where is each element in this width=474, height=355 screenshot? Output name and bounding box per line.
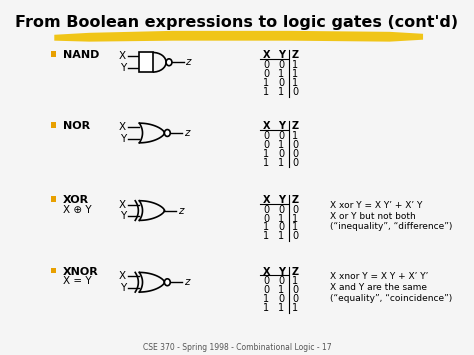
Text: X: X	[263, 267, 270, 277]
Text: X xor Y = X Y’ + X’ Y: X xor Y = X Y’ + X’ Y	[329, 201, 422, 210]
Text: 1: 1	[278, 213, 284, 224]
Bar	[51, 122, 56, 128]
Text: 0: 0	[263, 276, 269, 286]
Text: X: X	[263, 50, 270, 60]
Text: 0: 0	[263, 205, 269, 215]
Text: 1: 1	[278, 87, 284, 97]
Text: 0: 0	[263, 69, 269, 79]
Text: 1: 1	[263, 303, 269, 313]
Text: Y: Y	[120, 283, 126, 293]
Text: 0: 0	[263, 60, 269, 70]
Text: X: X	[263, 121, 270, 131]
Text: X ⊕ Y: X ⊕ Y	[63, 205, 91, 215]
Text: 0: 0	[292, 205, 299, 215]
Text: Z: Z	[292, 50, 299, 60]
Text: 1: 1	[292, 78, 299, 88]
Text: 0: 0	[292, 285, 299, 295]
Text: 1: 1	[278, 285, 284, 295]
Text: 0: 0	[292, 149, 299, 159]
Text: Y: Y	[278, 50, 285, 60]
Text: 0: 0	[278, 60, 284, 70]
Text: X = Y: X = Y	[63, 276, 91, 286]
Circle shape	[166, 59, 172, 66]
Text: 0: 0	[278, 294, 284, 304]
Text: CSE 370 - Spring 1998 - Combinational Logic - 17: CSE 370 - Spring 1998 - Combinational Lo…	[143, 343, 331, 352]
Text: 0: 0	[292, 140, 299, 150]
Text: X xnor Y = X Y + X’ Y’: X xnor Y = X Y + X’ Y’	[329, 272, 428, 282]
Text: (“equality”, “coincidence”): (“equality”, “coincidence”)	[329, 294, 452, 303]
Text: z: z	[185, 57, 191, 67]
Text: 1: 1	[292, 69, 299, 79]
Circle shape	[164, 130, 170, 136]
Text: NOR: NOR	[63, 121, 90, 131]
Text: 1: 1	[263, 222, 269, 232]
Text: 1: 1	[292, 303, 299, 313]
Text: 0: 0	[278, 78, 284, 88]
Text: 1: 1	[263, 231, 269, 241]
Text: (“inequality”, “difference”): (“inequality”, “difference”)	[329, 222, 452, 231]
Text: XOR: XOR	[63, 195, 89, 205]
Text: XNOR: XNOR	[63, 267, 99, 277]
Text: 1: 1	[263, 158, 269, 168]
Text: X: X	[263, 195, 270, 205]
Text: 1: 1	[278, 140, 284, 150]
Text: 0: 0	[292, 158, 299, 168]
Text: 0: 0	[278, 222, 284, 232]
Text: X: X	[119, 271, 126, 282]
Text: 1: 1	[278, 303, 284, 313]
Text: 1: 1	[263, 78, 269, 88]
Bar	[51, 268, 56, 273]
Text: Y: Y	[278, 121, 285, 131]
Text: 0: 0	[263, 285, 269, 295]
Text: z: z	[183, 128, 189, 138]
Text: 1: 1	[292, 276, 299, 286]
Text: 1: 1	[292, 131, 299, 141]
Text: 1: 1	[278, 231, 284, 241]
Text: Z: Z	[292, 195, 299, 205]
Text: 1: 1	[263, 294, 269, 304]
Text: 1: 1	[292, 60, 299, 70]
Text: 0: 0	[278, 149, 284, 159]
Text: 0: 0	[278, 131, 284, 141]
Text: X and Y are the same: X and Y are the same	[329, 283, 427, 292]
Text: 0: 0	[263, 213, 269, 224]
Text: 1: 1	[278, 158, 284, 168]
Text: z: z	[183, 277, 189, 287]
Text: Y: Y	[278, 195, 285, 205]
Polygon shape	[55, 31, 423, 42]
Text: 1: 1	[292, 213, 299, 224]
Text: X: X	[119, 122, 126, 132]
Text: Y: Y	[120, 134, 126, 144]
Bar	[51, 51, 56, 58]
Text: 0: 0	[292, 231, 299, 241]
Text: 1: 1	[278, 69, 284, 79]
Text: z: z	[178, 206, 183, 215]
Text: Z: Z	[292, 121, 299, 131]
Text: 1: 1	[263, 87, 269, 97]
Text: From Boolean expressions to logic gates (cont'd): From Boolean expressions to logic gates …	[16, 15, 458, 30]
Text: 0: 0	[278, 205, 284, 215]
Text: 0: 0	[292, 294, 299, 304]
Text: Y: Y	[120, 63, 126, 73]
Text: 0: 0	[278, 276, 284, 286]
Text: Y: Y	[120, 212, 126, 222]
Text: 0: 0	[292, 87, 299, 97]
Bar	[139, 53, 153, 72]
Circle shape	[164, 279, 170, 286]
Bar	[51, 196, 56, 202]
Text: 1: 1	[292, 222, 299, 232]
Text: 0: 0	[263, 131, 269, 141]
Text: X: X	[119, 200, 126, 210]
Text: 0: 0	[263, 140, 269, 150]
Text: NAND: NAND	[63, 50, 99, 60]
Text: X or Y but not both: X or Y but not both	[329, 212, 415, 220]
Text: Z: Z	[292, 267, 299, 277]
Text: X: X	[119, 51, 126, 61]
Text: 1: 1	[263, 149, 269, 159]
Text: Y: Y	[278, 267, 285, 277]
